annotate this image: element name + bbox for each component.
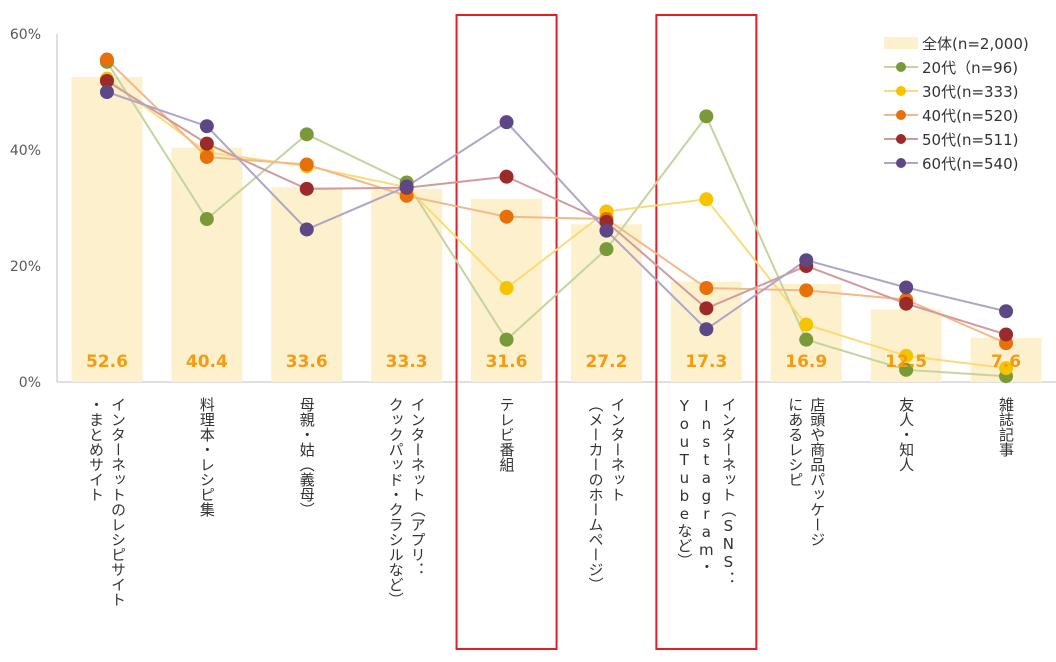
category-label: インターネットのレシピサイト bbox=[109, 397, 127, 607]
y-tick-label: 20% bbox=[10, 259, 41, 275]
y-tick-label: 0% bbox=[19, 375, 41, 391]
data-point bbox=[999, 304, 1014, 319]
category-labels: インターネットのレシピサイト・まとめサイト 料理本・レシピ集 母親・姑（義母） インタ… bbox=[87, 397, 1015, 607]
data-point bbox=[899, 296, 914, 311]
data-point bbox=[299, 127, 314, 142]
bar-data-labels: 52.6 40.4 33.6 33.3 31.6 27.2 17.3 16.9 12.5 7.6 bbox=[86, 352, 1021, 372]
category-label: インターネット（SNS： bbox=[719, 397, 737, 586]
data-point bbox=[499, 281, 514, 296]
category-label: 友人・知人 bbox=[897, 397, 915, 472]
series-points bbox=[99, 52, 1014, 384]
legend-bar-swatch bbox=[884, 37, 918, 49]
bar-data-label: 40.4 bbox=[186, 352, 228, 372]
data-point bbox=[599, 242, 614, 257]
category-label: （メーカーのホームページ） bbox=[586, 397, 604, 592]
data-point bbox=[499, 169, 514, 184]
legend-label: 40代(n=520) bbox=[922, 107, 1019, 125]
bar bbox=[71, 76, 143, 383]
legend: 全体(n=2,000) 20代（n=96) 30代(n=333) 40代(n=520)… bbox=[884, 35, 1029, 173]
category-label: 雑誌記事 bbox=[997, 397, 1015, 457]
bar-data-label: 12.5 bbox=[885, 352, 927, 372]
data-point bbox=[999, 327, 1014, 342]
data-point bbox=[699, 322, 714, 337]
category-label: インターネット（アプリ： bbox=[409, 397, 427, 577]
legend-label: 20代（n=96) bbox=[922, 59, 1018, 77]
highlight-box bbox=[455, 14, 558, 650]
legend-marker bbox=[896, 110, 906, 120]
data-point bbox=[199, 119, 214, 134]
data-point bbox=[499, 115, 514, 130]
legend-marker bbox=[896, 134, 906, 144]
bars bbox=[71, 76, 1042, 383]
y-tick-label: 40% bbox=[10, 143, 41, 159]
data-point bbox=[699, 109, 714, 124]
series-line bbox=[106, 91, 1007, 331]
category-label: 母親・姑（義母） bbox=[298, 397, 316, 517]
series-lines bbox=[106, 58, 1007, 378]
y-tick-label: 60% bbox=[10, 27, 41, 43]
category-label: テレビ番組 bbox=[498, 397, 516, 472]
data-point bbox=[499, 209, 514, 224]
data-point bbox=[299, 157, 314, 172]
legend-label: 50代(n=511) bbox=[922, 131, 1019, 149]
data-point bbox=[99, 85, 114, 99]
legend-label: 30代(n=333) bbox=[922, 83, 1019, 101]
legend-marker bbox=[896, 86, 906, 96]
data-point bbox=[499, 332, 514, 347]
bar-data-label: 33.6 bbox=[286, 352, 328, 372]
category-label: インターネット bbox=[608, 397, 626, 502]
data-point bbox=[999, 361, 1014, 376]
data-point bbox=[99, 73, 114, 88]
data-point bbox=[799, 332, 814, 347]
data-point bbox=[799, 283, 814, 298]
legend-marker bbox=[896, 62, 906, 72]
series-line bbox=[106, 80, 1007, 336]
data-point bbox=[399, 179, 414, 194]
data-point bbox=[899, 362, 914, 377]
category-label: YouTubeなど） bbox=[675, 397, 693, 568]
category-label: クックパッド・クラシルなど） bbox=[387, 397, 405, 607]
bar-data-label: 52.6 bbox=[86, 352, 128, 372]
category-label: Instagram・ bbox=[697, 397, 715, 574]
bar-data-label: 17.3 bbox=[685, 352, 727, 372]
data-point bbox=[899, 280, 914, 295]
legend-marker bbox=[896, 158, 906, 168]
bar-data-label: 33.3 bbox=[386, 352, 428, 372]
bar-data-label: 16.9 bbox=[785, 352, 827, 372]
series-line bbox=[106, 77, 1007, 370]
bar-data-label: 27.2 bbox=[585, 352, 627, 372]
data-point bbox=[799, 317, 814, 332]
series-line bbox=[106, 58, 1007, 345]
category-label: 店頭や商品パッケージ bbox=[808, 397, 826, 547]
bar-data-label: 7.6 bbox=[991, 352, 1021, 372]
data-point bbox=[99, 52, 114, 67]
bar-data-label: 31.6 bbox=[486, 352, 528, 372]
data-point bbox=[199, 212, 214, 227]
data-point bbox=[899, 348, 914, 363]
highlight-box bbox=[655, 14, 758, 650]
data-point bbox=[699, 281, 714, 296]
data-point bbox=[299, 181, 314, 196]
legend-label: 60代(n=540) bbox=[922, 155, 1019, 173]
category-label: ・まとめサイト bbox=[87, 397, 105, 502]
highlight-boxes bbox=[455, 14, 758, 650]
bar bbox=[171, 147, 243, 382]
legend-label: 全体(n=2,000) bbox=[922, 35, 1029, 53]
data-point bbox=[199, 136, 214, 151]
data-point bbox=[699, 192, 714, 207]
data-point bbox=[599, 223, 614, 238]
data-point bbox=[699, 301, 714, 316]
data-point bbox=[199, 149, 214, 164]
category-label: にあるレシピ bbox=[786, 397, 804, 487]
category-label: 料理本・レシピ集 bbox=[198, 397, 216, 517]
data-point bbox=[799, 253, 814, 268]
data-point bbox=[299, 222, 314, 237]
